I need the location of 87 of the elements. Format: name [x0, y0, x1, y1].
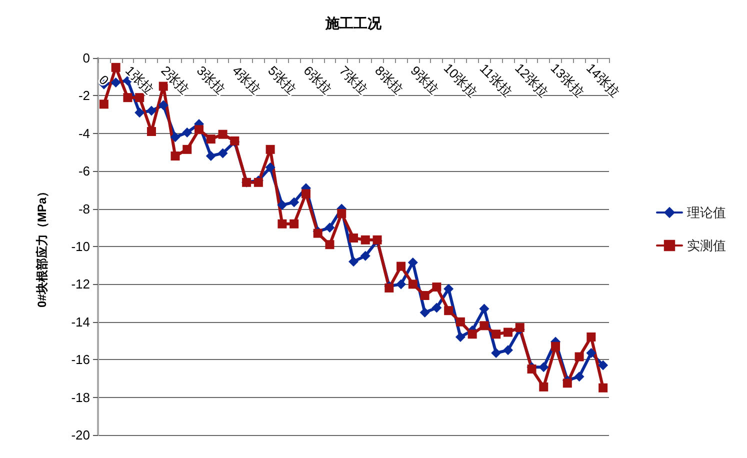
x-tick-label: 2张拉 — [158, 62, 192, 98]
point — [194, 125, 204, 134]
point — [146, 127, 156, 136]
point — [123, 93, 132, 102]
point — [574, 352, 584, 362]
point — [324, 222, 335, 233]
point — [503, 328, 512, 337]
point — [182, 127, 192, 138]
y-tick-label: -14 — [71, 314, 90, 330]
point — [99, 100, 108, 109]
x-tick-label: 9张拉 — [408, 62, 442, 98]
point — [301, 189, 310, 198]
x-tick-label: 0 — [96, 72, 112, 88]
point — [491, 348, 502, 358]
y-tick-label: -4 — [78, 126, 90, 141]
x-tick-label: 7张拉 — [336, 62, 371, 98]
point — [206, 134, 216, 144]
y-tick-label: -16 — [71, 352, 90, 368]
y-tick-label: 0 — [82, 50, 90, 66]
legend-label: 实测值 — [687, 238, 726, 253]
x-tick-label: 3张拉 — [194, 62, 228, 98]
y-tick-label: -2 — [78, 88, 90, 104]
y-tick-label: -18 — [71, 390, 90, 405]
point — [586, 348, 596, 358]
point — [289, 197, 300, 208]
point — [598, 360, 608, 370]
point — [455, 332, 466, 342]
point — [539, 382, 548, 392]
y-tick-label: -12 — [71, 276, 90, 292]
point — [348, 256, 358, 267]
point — [277, 200, 288, 210]
point — [206, 151, 216, 162]
point — [562, 378, 572, 388]
point — [574, 372, 584, 382]
point — [586, 332, 596, 342]
y-tick-label: -6 — [78, 164, 90, 179]
point — [456, 317, 465, 326]
point — [408, 258, 418, 268]
point — [111, 62, 120, 72]
x-tick-label: 6张拉 — [300, 62, 335, 98]
y-tick-label: -10 — [71, 239, 90, 254]
point — [444, 284, 454, 294]
point — [265, 162, 276, 172]
point — [146, 106, 156, 116]
point — [325, 240, 334, 250]
point — [444, 306, 454, 316]
point — [170, 152, 180, 161]
point — [396, 262, 406, 271]
point — [408, 280, 418, 289]
point — [396, 279, 406, 290]
point — [182, 144, 192, 154]
x-tick-label: 5张拉 — [265, 62, 300, 98]
point — [527, 364, 536, 374]
point — [170, 132, 180, 142]
x-tick-label: 8张拉 — [372, 62, 406, 98]
y-tick-label: -20 — [71, 428, 90, 442]
point — [492, 330, 501, 339]
point — [110, 78, 121, 88]
point — [337, 209, 346, 218]
point — [218, 130, 228, 139]
point — [360, 235, 370, 244]
point — [134, 108, 145, 118]
point — [420, 291, 430, 300]
point — [158, 100, 168, 110]
point — [360, 250, 370, 261]
point — [349, 234, 358, 243]
y-tick-label: -8 — [78, 201, 90, 216]
point — [432, 302, 442, 313]
point — [479, 304, 490, 314]
x-tick-label: 1张拉 — [122, 62, 157, 98]
point — [551, 342, 560, 351]
x-tick-label: 4张拉 — [229, 62, 264, 98]
point — [266, 144, 275, 154]
point — [313, 228, 322, 238]
point — [480, 321, 489, 330]
point — [502, 345, 513, 356]
point — [420, 307, 430, 318]
point — [218, 148, 228, 158]
point — [290, 219, 299, 228]
y-axis-title: 0#块根部应力（MPa） — [35, 185, 49, 308]
point — [598, 383, 608, 392]
point — [432, 282, 442, 292]
legend-label: 理论值 — [687, 205, 726, 220]
x-axis-title: 施工工况 — [324, 15, 382, 31]
point — [278, 219, 287, 228]
point — [468, 330, 477, 339]
point — [538, 362, 549, 372]
